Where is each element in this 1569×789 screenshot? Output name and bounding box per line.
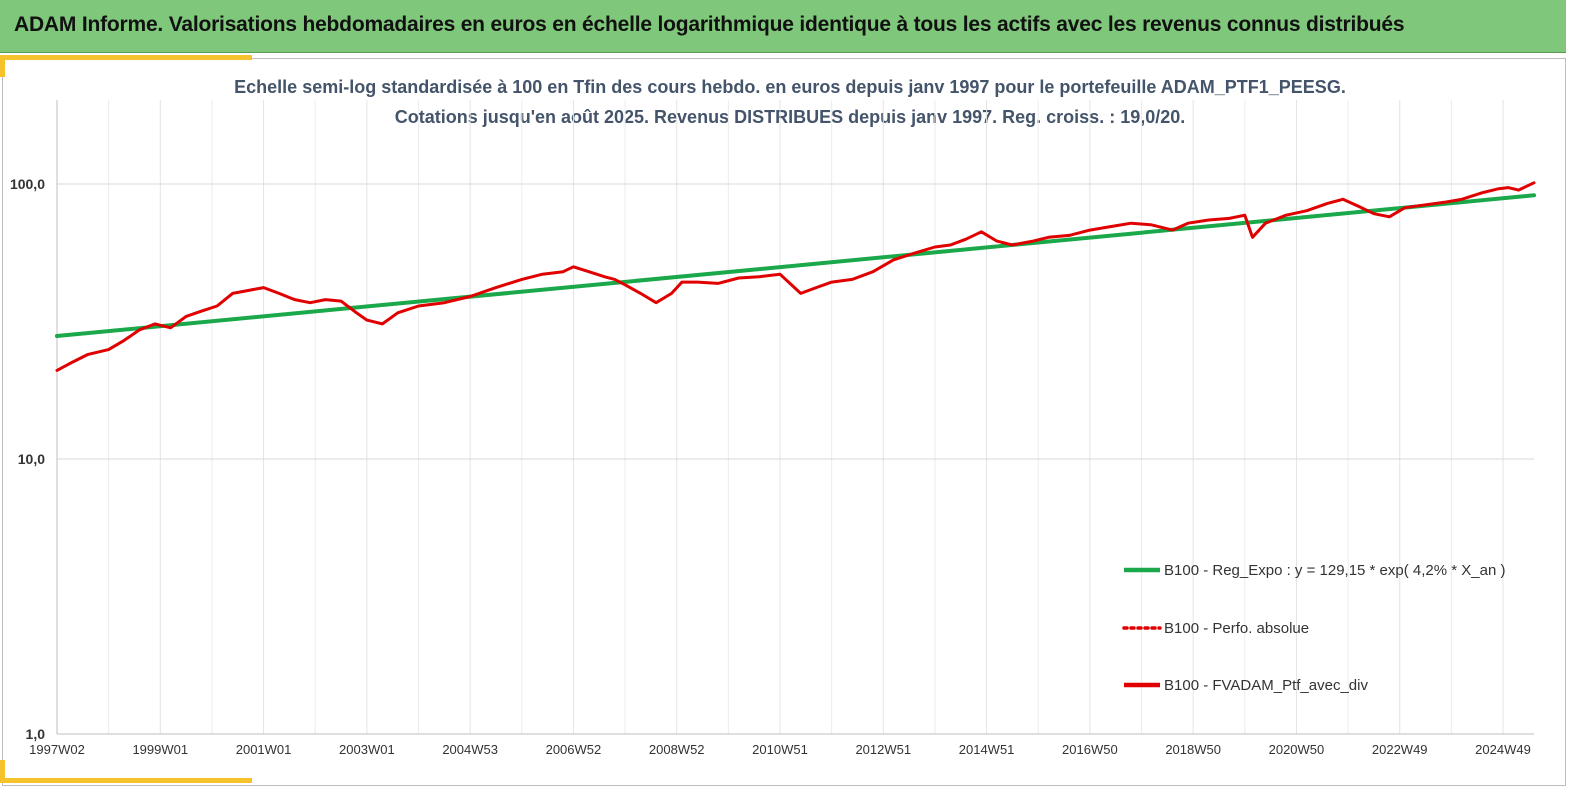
header-banner: ADAM Informe. Valorisations hebdomadaire… — [0, 0, 1566, 53]
series-line-regression — [55, 193, 1536, 338]
series-line-portfolio — [55, 181, 1536, 372]
series-layer — [55, 181, 1536, 372]
x-tick-label: 2004W53 — [442, 742, 498, 757]
chart-frame — [2, 58, 1566, 786]
x-tick-label: 2020W50 — [1269, 742, 1325, 757]
corner-accent-bottom-horizontal — [0, 778, 252, 783]
x-tick-label: 2016W50 — [1062, 742, 1118, 757]
x-tick-label: 2014W51 — [959, 742, 1015, 757]
y-tick-label: 10,0 — [18, 451, 45, 467]
x-tick-label: 2012W51 — [855, 742, 911, 757]
x-tick-label: 2008W52 — [649, 742, 705, 757]
legend-label: B100 - Reg_Expo : y = 129,15 * exp( 4,2%… — [1164, 562, 1505, 579]
legend: B100 - Reg_Expo : y = 129,15 * exp( 4,2%… — [1122, 562, 1505, 694]
corner-accent-top-vertical — [0, 55, 5, 77]
y-tick-label: 1,0 — [26, 726, 46, 742]
chart-title-line-1: Echelle semi-log standardisée à 100 en T… — [234, 77, 1346, 97]
x-tick-label: 2006W52 — [546, 742, 602, 757]
corner-accent-top-horizontal — [0, 55, 252, 60]
x-tick-label: 1997W02 — [29, 742, 85, 757]
page-title: ADAM Informe. Valorisations hebdomadaire… — [14, 13, 1405, 36]
x-tick-label: 2022W49 — [1372, 742, 1428, 757]
corner-accent-bottom-vertical — [0, 760, 5, 783]
chart-title-line-2: Cotations jusqu'en août 2025. Revenus DI… — [394, 107, 1186, 127]
x-tick-label: 2024W49 — [1475, 742, 1531, 757]
legend-label: B100 - FVADAM_Ptf_avec_div — [1164, 677, 1368, 694]
x-tick-label: 2018W50 — [1165, 742, 1221, 757]
x-tick-label: 2010W51 — [752, 742, 808, 757]
x-tick-label: 1999W01 — [132, 742, 188, 757]
axis-layer: 1,0 10,0 100,0 1997W02 1999W01 2001W01 2003W01… — [10, 100, 1534, 757]
x-tick-label: 2001W01 — [236, 742, 292, 757]
y-tick-label: 100,0 — [10, 176, 45, 192]
x-tick-label: 2003W01 — [339, 742, 395, 757]
grid-layer — [56, 100, 1534, 735]
legend-label: B100 - Perfo. absolue — [1164, 620, 1309, 637]
